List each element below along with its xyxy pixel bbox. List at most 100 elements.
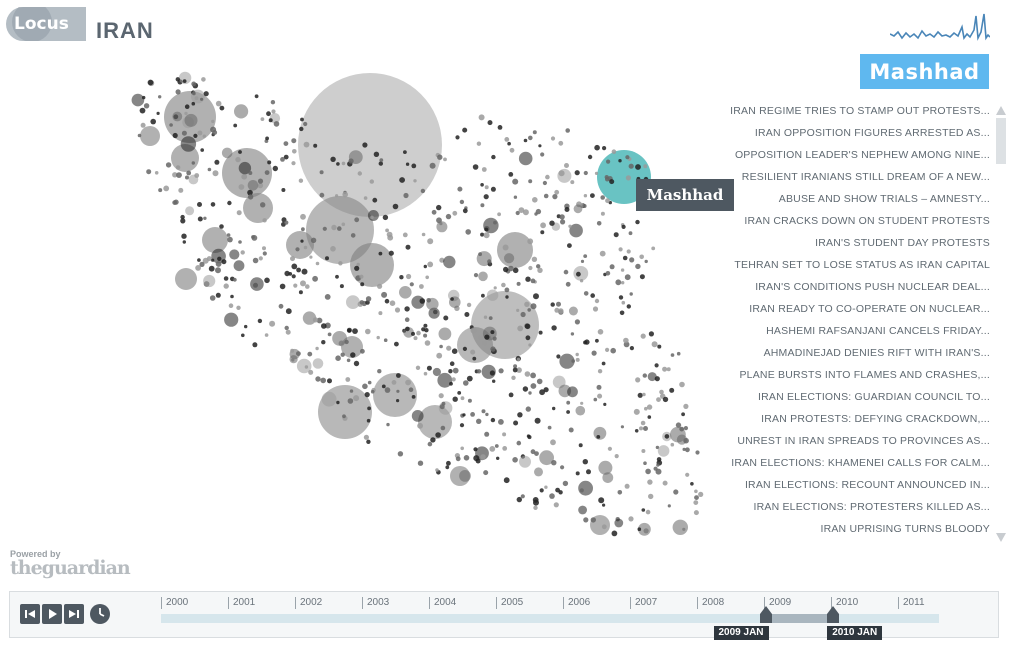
location-dot[interactable] (533, 499, 539, 506)
city-bubble[interactable] (202, 227, 228, 253)
location-dot[interactable] (260, 117, 265, 121)
location-dot[interactable] (203, 91, 209, 97)
location-dot[interactable] (578, 505, 587, 515)
location-dot[interactable] (215, 292, 221, 298)
location-dot[interactable] (613, 232, 619, 238)
location-dot[interactable] (534, 417, 541, 424)
location-dot[interactable] (366, 439, 371, 444)
headline-item[interactable]: TEHRAN SET TO LOSE STATUS AS IRAN CAPITA… (734, 259, 990, 271)
location-dot[interactable] (685, 447, 690, 453)
location-dot[interactable] (602, 146, 607, 151)
location-dot[interactable] (419, 284, 424, 289)
location-dot[interactable] (611, 530, 618, 537)
location-dot[interactable] (465, 229, 472, 235)
location-dot[interactable] (425, 275, 430, 280)
location-dot[interactable] (203, 216, 207, 220)
location-dot[interactable] (524, 371, 531, 377)
location-dot[interactable] (176, 172, 182, 178)
location-dot[interactable] (535, 208, 542, 215)
location-dot[interactable] (596, 435, 601, 439)
year-tick[interactable]: 2003 (362, 597, 389, 609)
location-dot[interactable] (624, 483, 630, 489)
year-tick[interactable]: 2004 (429, 597, 456, 609)
location-dot[interactable] (481, 364, 496, 379)
location-dot[interactable] (303, 245, 308, 250)
location-dot[interactable] (536, 378, 543, 385)
location-dot[interactable] (560, 219, 566, 225)
location-dot[interactable] (347, 328, 352, 333)
year-tick[interactable]: 2009 (764, 597, 791, 609)
location-dot[interactable] (621, 224, 626, 229)
location-dot[interactable] (391, 380, 397, 385)
location-dot[interactable] (348, 150, 363, 164)
location-dot[interactable] (131, 93, 145, 107)
location-dot[interactable] (406, 273, 412, 280)
headline-item[interactable]: IRAN'S CONDITIONS PUSH NUCLEAR DEAL... (755, 281, 990, 293)
location-dot[interactable] (625, 155, 630, 160)
location-dot[interactable] (618, 247, 623, 252)
location-dot[interactable] (532, 197, 538, 203)
location-dot[interactable] (396, 373, 401, 378)
headline-item[interactable]: IRAN ELECTIONS: KHAMENEI CALLS FOR CALM.… (731, 457, 990, 469)
location-dot[interactable] (335, 355, 341, 362)
location-dot[interactable] (670, 426, 686, 443)
city-bubble[interactable] (171, 144, 199, 172)
location-dot[interactable] (203, 274, 216, 288)
location-dot[interactable] (450, 297, 454, 301)
location-dot[interactable] (321, 391, 337, 407)
location-dot[interactable] (443, 315, 449, 321)
location-dot[interactable] (181, 233, 187, 239)
location-dot[interactable] (644, 259, 648, 264)
location-dot[interactable] (565, 128, 570, 133)
location-dot[interactable] (528, 343, 532, 347)
headline-item[interactable]: IRAN ELECTIONS: RECOUNT ANNOUNCED IN... (744, 479, 990, 491)
selected-city-badge[interactable]: Mashhad (860, 54, 989, 89)
location-dot[interactable] (575, 471, 580, 476)
location-dot[interactable] (257, 182, 264, 189)
location-dot[interactable] (197, 258, 201, 262)
location-dot[interactable] (252, 342, 258, 348)
location-dot[interactable] (247, 180, 259, 191)
location-dot[interactable] (565, 281, 571, 287)
location-dot[interactable] (303, 121, 308, 127)
location-dot[interactable] (215, 100, 222, 107)
location-dot[interactable] (437, 372, 453, 388)
location-dot[interactable] (291, 263, 298, 270)
location-dot[interactable] (321, 340, 326, 345)
location-dot[interactable] (673, 489, 679, 495)
locus-logo[interactable]: Locus (6, 2, 86, 42)
location-dot[interactable] (657, 344, 662, 349)
location-dot[interactable] (619, 310, 625, 316)
location-dot[interactable] (154, 171, 159, 175)
location-dot[interactable] (605, 347, 610, 352)
location-dot[interactable] (436, 221, 448, 233)
location-dot[interactable] (518, 151, 533, 166)
location-dot[interactable] (304, 365, 309, 369)
location-dot[interactable] (599, 250, 606, 257)
location-dot[interactable] (230, 294, 234, 299)
location-dot[interactable] (626, 249, 631, 254)
location-dot[interactable] (629, 346, 635, 351)
location-dot[interactable] (399, 177, 405, 183)
location-dot[interactable] (483, 315, 488, 319)
location-dot[interactable] (527, 238, 534, 245)
location-dot[interactable] (356, 262, 360, 267)
location-dot[interactable] (610, 347, 616, 354)
location-dot[interactable] (376, 335, 380, 340)
location-dot[interactable] (460, 396, 465, 401)
location-dot[interactable] (558, 308, 564, 314)
location-dot[interactable] (449, 361, 455, 367)
location-dot[interactable] (600, 211, 605, 216)
location-dot[interactable] (583, 254, 588, 258)
location-dot[interactable] (307, 351, 313, 357)
location-dot[interactable] (319, 192, 325, 198)
location-dot[interactable] (262, 246, 266, 251)
location-dot[interactable] (257, 318, 263, 324)
location-dot[interactable] (504, 287, 510, 293)
location-dot[interactable] (524, 301, 530, 307)
location-dot[interactable] (451, 377, 456, 382)
location-dot[interactable] (596, 221, 602, 226)
location-dot[interactable] (346, 358, 351, 363)
location-dot[interactable] (293, 283, 298, 288)
year-tick[interactable]: 2011 (898, 597, 925, 609)
